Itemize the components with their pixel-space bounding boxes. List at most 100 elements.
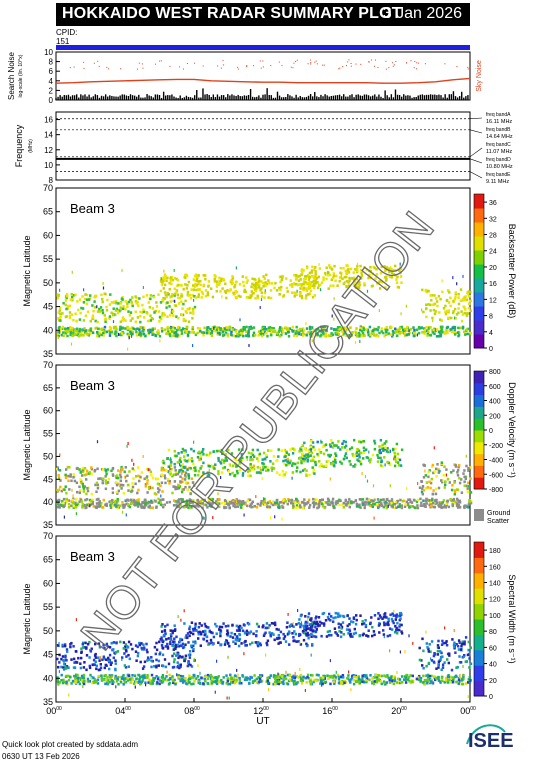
power-cell bbox=[286, 290, 289, 293]
power-cell bbox=[425, 315, 428, 319]
velocity-cell bbox=[376, 453, 379, 457]
width-cell bbox=[261, 625, 264, 629]
velocity-cell bbox=[435, 475, 438, 478]
power-cell bbox=[61, 325, 65, 329]
velocity-cell bbox=[139, 503, 142, 507]
power-cell bbox=[378, 309, 380, 313]
velocity-cell bbox=[246, 470, 250, 473]
velocity-cell bbox=[68, 488, 71, 491]
velocity-cell bbox=[301, 444, 304, 447]
velocity-cell bbox=[172, 504, 176, 507]
width-cell bbox=[86, 680, 90, 683]
velocity-cell bbox=[212, 450, 215, 453]
width-cell bbox=[161, 653, 165, 657]
velocity-cell bbox=[109, 506, 113, 510]
power-cell bbox=[215, 328, 219, 332]
width-cell bbox=[404, 681, 408, 684]
velocity-cell bbox=[265, 469, 268, 472]
power-cell bbox=[427, 327, 430, 330]
width-cell bbox=[95, 667, 98, 671]
width-cell bbox=[256, 641, 260, 644]
power-cell bbox=[242, 284, 246, 288]
power-cell bbox=[197, 293, 200, 296]
width-cell bbox=[123, 645, 127, 649]
velocity-cell bbox=[92, 505, 95, 508]
power-cell bbox=[129, 311, 133, 314]
power-cell bbox=[181, 327, 185, 330]
power-cell bbox=[251, 277, 254, 281]
width-cell bbox=[343, 681, 346, 685]
power-cell bbox=[259, 332, 262, 336]
power-cell bbox=[294, 282, 298, 286]
velocity-cell bbox=[211, 464, 213, 468]
power-cell bbox=[360, 334, 364, 337]
power-cell bbox=[114, 332, 117, 336]
velocity-cell bbox=[422, 489, 426, 492]
velocity-cell bbox=[187, 476, 191, 480]
power-cell bbox=[219, 279, 223, 282]
power-cell bbox=[295, 293, 298, 296]
velocity-cell bbox=[137, 488, 140, 492]
sky-noise-dot bbox=[106, 66, 108, 68]
power-cell bbox=[327, 270, 329, 274]
velocity-cell bbox=[232, 504, 235, 508]
velocity-cell bbox=[223, 459, 226, 462]
velocity-cell bbox=[131, 489, 134, 493]
velocity-cell bbox=[116, 497, 119, 501]
power-cell bbox=[461, 313, 465, 316]
width-cell bbox=[156, 677, 160, 681]
velocity-cell bbox=[64, 473, 67, 477]
width-cell bbox=[127, 665, 130, 668]
velocity-cell bbox=[218, 502, 221, 505]
velocity-cell bbox=[434, 501, 437, 505]
velocity-cell bbox=[463, 475, 466, 479]
velocity-cell bbox=[72, 506, 75, 509]
width-cell bbox=[139, 676, 142, 679]
power-cell bbox=[79, 311, 82, 315]
width-cell bbox=[197, 625, 201, 629]
sky-noise-dot bbox=[182, 68, 184, 70]
width-cell bbox=[222, 676, 225, 679]
velocity-cell bbox=[373, 502, 376, 506]
velocity-cell bbox=[325, 448, 328, 452]
sky-noise-dot bbox=[136, 68, 138, 70]
velocity-cell bbox=[431, 501, 435, 505]
cpid-bar bbox=[56, 45, 470, 50]
width-cell bbox=[173, 658, 176, 661]
power-cell bbox=[375, 327, 378, 331]
power-cell bbox=[457, 334, 460, 338]
power-cell bbox=[313, 329, 316, 332]
power-cell bbox=[262, 285, 265, 288]
width-cell bbox=[115, 680, 119, 683]
width-cell bbox=[174, 644, 178, 647]
velocity-cell bbox=[78, 500, 81, 504]
power-cell bbox=[195, 275, 198, 278]
velocity-cell bbox=[361, 472, 363, 475]
power-cell bbox=[185, 326, 188, 329]
width-cell bbox=[91, 681, 94, 685]
width-cell bbox=[65, 674, 68, 678]
velocity-cell bbox=[270, 466, 273, 470]
power-colorbar-segment bbox=[474, 208, 484, 223]
velocity-cell bbox=[259, 502, 263, 505]
sky-noise-dot bbox=[415, 68, 417, 70]
width-cell bbox=[202, 682, 205, 685]
velocity-cell bbox=[373, 447, 377, 451]
ground-scatter-swatch bbox=[474, 509, 484, 521]
velocity-cell bbox=[452, 497, 455, 501]
velocity-cell bbox=[130, 488, 133, 491]
velocity-cell bbox=[281, 470, 284, 473]
power-cell bbox=[102, 334, 105, 337]
width-cell bbox=[140, 646, 143, 650]
power-cell bbox=[304, 277, 307, 280]
power-cell bbox=[81, 328, 84, 332]
velocity-cell bbox=[270, 449, 273, 452]
velocity-cell bbox=[379, 451, 382, 455]
velocity-cell bbox=[356, 447, 359, 451]
velocity-cell bbox=[341, 442, 344, 445]
sky-noise-dot bbox=[316, 63, 318, 65]
power-cell bbox=[338, 279, 341, 283]
width-cell bbox=[288, 678, 292, 681]
width-cell bbox=[115, 641, 118, 645]
power-cell bbox=[325, 329, 328, 333]
